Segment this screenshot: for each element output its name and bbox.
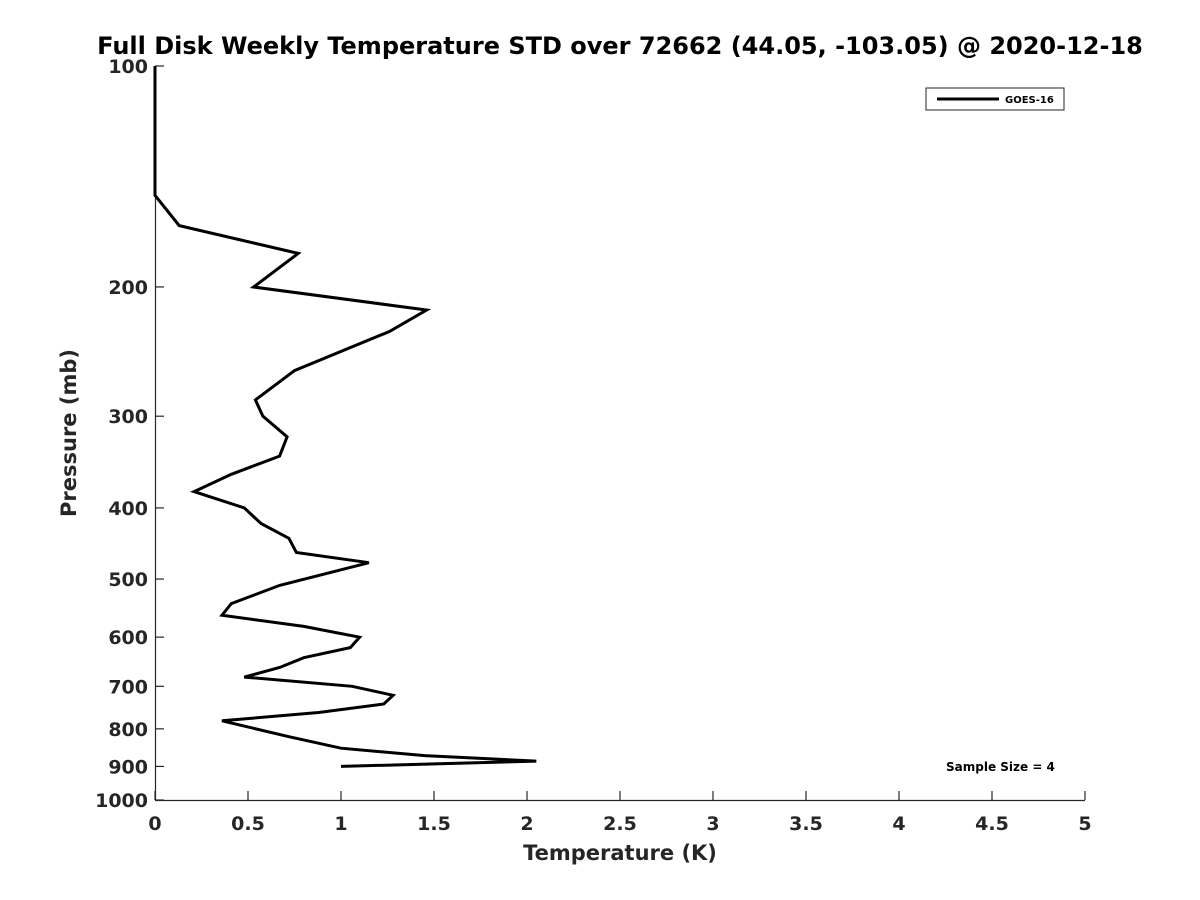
x-tick-label: 3.5 [789, 813, 823, 835]
y-tick-label: 100 [108, 56, 148, 78]
legend: GOES-16 [925, 87, 1065, 111]
legend-label: GOES-16 [1005, 95, 1054, 106]
y-tick-label: 600 [108, 627, 148, 649]
x-tick-label: 4.5 [975, 813, 1009, 835]
x-tick-label: 5 [1078, 813, 1091, 835]
y-ticks: 100 200 300 400 500 600 700 800 900 1000 [95, 56, 164, 812]
x-tick-label: 0 [148, 813, 161, 835]
y-tick-label: 500 [108, 569, 148, 591]
y-axis-label: Pressure (mb) [57, 349, 81, 517]
x-tick-label: 4 [892, 813, 905, 835]
x-tick-label: 3 [706, 813, 719, 835]
x-ticks: 0 0.5 1 1.5 2 2.5 3 3.5 4 4.5 5 [148, 791, 1092, 835]
y-tick-label: 900 [108, 756, 148, 778]
x-tick-label: 2.5 [603, 813, 637, 835]
y-tick-label: 400 [108, 498, 148, 520]
x-tick-label: 1 [334, 813, 347, 835]
series-layer [153, 66, 537, 768]
y-tick-label: 700 [108, 676, 148, 698]
y-tick-label: 200 [108, 277, 148, 299]
plot-area: 0 0.5 1 1.5 2 2.5 3 3.5 4 4.5 5 100 200 300 400 500 600… [95, 56, 1092, 835]
y-tick-label: 800 [108, 719, 148, 741]
x-tick-label: 2 [520, 813, 533, 835]
sample-size-annotation: Sample Size = 4 [946, 760, 1055, 774]
series-line-goes-16 [153, 66, 537, 768]
y-tick-label: 1000 [95, 790, 148, 812]
chart-title: Full Disk Weekly Temperature STD over 72… [97, 32, 1143, 60]
y-tick-label: 300 [108, 406, 148, 428]
x-tick-label: 1.5 [417, 813, 451, 835]
x-tick-label: 0.5 [231, 813, 265, 835]
x-axis-label: Temperature (K) [523, 841, 717, 865]
